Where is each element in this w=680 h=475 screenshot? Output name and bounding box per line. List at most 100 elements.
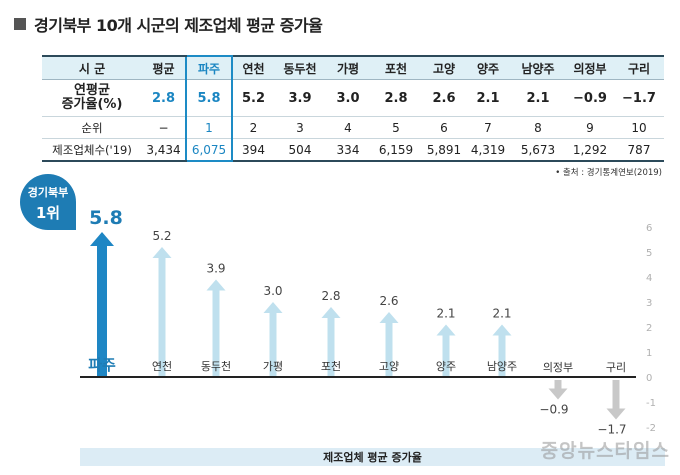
- table-header-cell: 의정부: [566, 55, 614, 80]
- data-label: −1.7: [597, 423, 626, 437]
- y-tick-label: 1: [646, 348, 652, 359]
- table-header-cell: 양주: [466, 55, 510, 80]
- category-label: 남양주: [487, 360, 517, 373]
- table-header-cell: 연천: [232, 55, 274, 80]
- table-cell: 1,292: [566, 138, 614, 162]
- table-cell: −0.9: [566, 79, 614, 117]
- table-header-cell: 포천: [370, 55, 422, 80]
- y-tick-label: 6: [646, 223, 652, 234]
- category-label: 양주: [436, 360, 456, 373]
- table-cell: 6: [422, 116, 466, 139]
- table-cell: 5,673: [510, 138, 566, 162]
- chart-caption-band: 제조업체 평균 증가율: [80, 448, 665, 466]
- y-tick-label: 2: [646, 323, 652, 334]
- rank-badge: 경기북부 1위: [20, 174, 76, 230]
- table-cell: 7: [466, 116, 510, 139]
- table-cell: 504: [274, 138, 326, 162]
- table-cell: 2.6: [422, 79, 466, 117]
- arrow-bar: [548, 380, 568, 400]
- table-row: 제조업체수('19) 3,434 6,075 394 504 334 6,159 5,891 4…: [42, 138, 664, 162]
- arrow-bar: [436, 324, 456, 376]
- category-label: 구리: [606, 361, 626, 374]
- source-note: • 출처 : 경기통계연보(2019): [555, 168, 662, 178]
- arrow-bar: [263, 302, 283, 376]
- table-row: 순위 −1 2 3 4 5 6 7 8 9 10: [42, 116, 664, 139]
- data-label: 2.1: [492, 307, 511, 321]
- table-cell: 5.8: [185, 79, 233, 117]
- table-cell: 5: [370, 116, 422, 139]
- table-header-row: 시 군 평균 파주 연천 동두천 가평 포천 고양 양주 남양주 의정부 구리: [42, 55, 664, 80]
- table-row-label: 순위: [42, 116, 142, 139]
- arrow-bar: [321, 307, 341, 376]
- table-cell: 5,891: [422, 138, 466, 162]
- table-cell: 8: [510, 116, 566, 139]
- arrow-bar: [206, 279, 226, 376]
- category-label: 가평: [263, 360, 283, 373]
- arrow-bar: [492, 324, 512, 376]
- table-cell: 3.0: [326, 79, 370, 117]
- table-cell: −1.7: [614, 79, 664, 117]
- data-label: 2.1: [436, 307, 455, 321]
- data-label: −0.9: [539, 403, 568, 417]
- data-label: 5.8: [89, 207, 123, 229]
- table-cell: 2.1: [466, 79, 510, 117]
- title-bar: 경기북부 10개 시군의 제조업체 평균 증가율: [14, 12, 323, 36]
- category-label: 연천: [152, 359, 172, 373]
- y-tick-label: 3: [646, 298, 652, 309]
- table-cell: 2: [232, 116, 274, 139]
- table-header-cell: 가평: [326, 55, 370, 80]
- table-cell: 6,075: [185, 138, 233, 162]
- table-cell: 5.2: [232, 79, 274, 117]
- table-cell: 394: [232, 138, 274, 162]
- table-cell: 10: [614, 116, 664, 139]
- table-header-cell: 평균: [142, 55, 186, 80]
- table-cell: 334: [326, 138, 370, 162]
- arrow-bar: [90, 232, 114, 376]
- y-tick-label: 5: [646, 248, 652, 259]
- data-table: 시 군 평균 파주 연천 동두천 가평 포천 고양 양주 남양주 의정부 구리 연평균 증가율(%) 2.8…: [42, 55, 664, 162]
- table-cell: 2.1: [510, 79, 566, 117]
- y-tick-label: -1: [646, 398, 656, 409]
- y-tick-label: 4: [646, 273, 652, 284]
- table-cell: −: [142, 116, 186, 139]
- table-header-cell: 동두천: [274, 55, 326, 80]
- table-cell: 1: [185, 116, 233, 139]
- badge-rank: 1위: [35, 204, 61, 222]
- data-label: 5.2: [152, 229, 171, 243]
- data-label: 3.9: [206, 262, 225, 276]
- arrow-bar: [152, 247, 172, 376]
- badge-region: 경기북부: [27, 186, 69, 199]
- table-row-label: 제조업체수('19): [42, 138, 142, 162]
- category-label: 동두천: [201, 359, 231, 373]
- table-header-cell: 구리: [614, 55, 664, 80]
- table-cell: 2.8: [370, 79, 422, 117]
- square-bullet-icon: [14, 18, 26, 30]
- table-cell: 787: [614, 138, 664, 162]
- table-cell: 2.8: [142, 79, 186, 117]
- table-cell: 3.9: [274, 79, 326, 117]
- arrow-bar: [606, 380, 626, 420]
- table-cell: 9: [566, 116, 614, 139]
- data-label: 3.0: [263, 284, 282, 298]
- table-cell: 4: [326, 116, 370, 139]
- table-header-cell: 남양주: [510, 55, 566, 80]
- table-cell: 3,434: [142, 138, 186, 162]
- category-label: 포천: [321, 359, 341, 373]
- data-label: 2.6: [379, 294, 398, 308]
- category-label: 고양: [379, 360, 399, 373]
- arrow-bar: [379, 312, 399, 376]
- table-cell: 4,319: [466, 138, 510, 162]
- data-label: 2.8: [321, 289, 340, 303]
- category-label: 파주: [88, 356, 116, 374]
- category-label: 의정부: [543, 361, 573, 374]
- table-header-cell: 고양: [422, 55, 466, 80]
- table-cell: 6,159: [370, 138, 422, 162]
- y-tick-label: 0: [646, 373, 652, 384]
- table-cell: 3: [274, 116, 326, 139]
- table-row: 연평균 증가율(%) 2.8 5.8 5.2 3.9 3.0 2.8 2.6 2.1 2.1 −0.9…: [42, 79, 664, 117]
- table-header-cell: 시 군: [42, 55, 142, 80]
- watermark: 중앙뉴스타임스: [540, 440, 670, 462]
- chart-title: 제조업체 평균 증가율: [323, 451, 422, 464]
- table-header-cell: 파주: [185, 55, 233, 80]
